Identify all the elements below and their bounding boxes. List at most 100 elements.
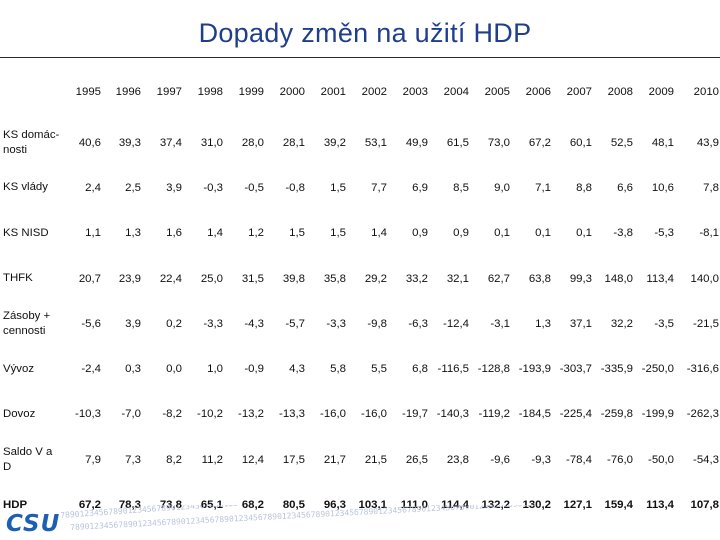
table-cell: 1,0	[207, 363, 223, 376]
table-cell: 159,4	[604, 499, 633, 512]
table-cell: 65,1	[200, 499, 223, 512]
table-cell: 6,6	[617, 181, 633, 194]
table-cell: 20,7	[78, 272, 101, 285]
table-cell: 113,4	[646, 272, 674, 285]
year-header: 2002	[361, 86, 387, 98]
table-row: Dovoz -10,3 -7,0 -8,2 -10,2 -13,2 -13,3 -16,0 -1…	[0, 392, 720, 437]
table-row: KS NISD 1,1 1,3 1,6 1,4 1,2 1,5 1,5 1,4 0,9 0,9 0,1…	[0, 211, 720, 256]
table-cell: 0,1	[535, 227, 551, 240]
table-cell: 26,5	[405, 453, 428, 466]
table-cell: 60,1	[569, 136, 592, 149]
table-row: KS vlády 2,4 2,5 3,9 -0,3 -0,5 -0,8 1,5 7,7 6,9 8,…	[0, 165, 720, 210]
table-cell: 11,2	[201, 453, 223, 466]
table-cell: -13,2	[238, 408, 264, 421]
table-cell: 67,2	[78, 499, 101, 512]
table-cell: 107,8	[690, 499, 719, 512]
table-cell: -3,5	[654, 317, 674, 330]
table-cell: -9,6	[490, 453, 510, 466]
table-cell: 2,4	[85, 181, 101, 194]
table-cell: 7,8	[703, 181, 719, 194]
table-cell: 113,4	[646, 499, 674, 512]
table-row: Zásoby + cennosti -5,6 3,9 0,2 -3,3 -4,3 -5,7 -…	[0, 301, 720, 346]
table-cell: 80,5	[282, 499, 305, 512]
table-cell: -3,3	[203, 317, 223, 330]
table-cell: -0,3	[203, 181, 223, 194]
table-cell: 7,1	[535, 181, 551, 194]
table-cell: -76,0	[607, 453, 633, 466]
row-label: KS vlády	[3, 181, 48, 194]
year-header: 2010	[693, 86, 719, 98]
table-cell: 0,1	[576, 227, 592, 240]
table-cell: 5,8	[330, 363, 346, 376]
table-cell: 1,5	[330, 181, 346, 194]
table-cell: -116,5	[437, 363, 469, 376]
year-header: 1996	[115, 86, 141, 98]
table-cell: 0,3	[125, 363, 141, 376]
row-label: Vývoz	[3, 362, 35, 375]
table-cell: -13,3	[279, 408, 305, 421]
table-cell: 67,2	[528, 136, 551, 149]
table-cell: 62,7	[487, 272, 510, 285]
year-header: 2000	[279, 86, 305, 98]
year-header: 1995	[75, 86, 101, 98]
table-cell: -259,8	[600, 408, 633, 421]
table-cell: -5,3	[654, 227, 674, 240]
year-header: 1998	[197, 86, 223, 98]
table-cell: 61,5	[446, 136, 469, 149]
table-cell: -54,3	[693, 453, 719, 466]
table-cell: 3,9	[166, 181, 182, 194]
table-cell: -303,7	[559, 363, 592, 376]
table-cell: 21,5	[364, 453, 387, 466]
table-cell: 32,1	[446, 272, 469, 285]
table-cell: 2,5	[125, 181, 141, 194]
table-cell: 4,3	[289, 363, 305, 376]
table-cell: 6,9	[412, 181, 428, 194]
row-label: Dovoz	[3, 407, 36, 420]
table-cell: 73,0	[487, 136, 510, 149]
table-cell: 52,5	[610, 136, 633, 149]
table-cell: 127,1	[563, 499, 592, 512]
year-header: 2008	[607, 86, 633, 98]
table-cell: -3,3	[326, 317, 346, 330]
table-cell: 130,2	[522, 499, 551, 512]
table-cell: 0,9	[453, 227, 469, 240]
row-label: HDP	[3, 498, 28, 511]
table-cell: -262,3	[686, 408, 719, 421]
table-cell: 48,1	[651, 136, 674, 149]
table-row: Saldo V a D 7,9 7,3 8,2 11,2 12,4 17,5 21,7 21,5…	[0, 437, 720, 482]
table-cell: 132,2	[481, 499, 510, 512]
table-cell: 148,0	[604, 272, 633, 285]
table-row: Vývoz -2,4 0,3 0,0 1,0 -0,9 4,3 5,8 5,5 6,8 -116,5…	[0, 346, 720, 391]
table-cell: -4,3	[244, 317, 264, 330]
table-cell: 7,9	[85, 453, 101, 466]
table-cell: -16,0	[361, 408, 387, 421]
table-cell: 1,2	[248, 227, 264, 240]
table-cell: 3,9	[125, 317, 141, 330]
table-row: THFK 20,7 23,9 22,4 25,0 31,5 39,8 35,8 29,2 33,2…	[0, 256, 720, 301]
table-cell: 39,8	[282, 272, 305, 285]
year-header: 2004	[443, 86, 469, 98]
csu-logo: CSU	[6, 511, 61, 537]
table-cell: 68,2	[241, 499, 264, 512]
table-cell: -12,4	[443, 317, 469, 330]
table-cell: 31,5	[241, 272, 264, 285]
table-cell: 0,0	[166, 363, 182, 376]
table-cell: -335,9	[600, 363, 633, 376]
table-cell: -128,8	[477, 363, 510, 376]
header-divider	[0, 57, 720, 58]
table-cell: 39,3	[118, 136, 141, 149]
table-cell: 49,9	[405, 136, 428, 149]
table-cell: 0,2	[166, 317, 182, 330]
table-cell: 10,6	[651, 181, 674, 194]
table-cell: -5,6	[81, 317, 101, 330]
row-label: Zásoby + cennosti	[3, 309, 51, 337]
table-cell: 78,3	[118, 499, 141, 512]
table-cell: -2,4	[81, 363, 101, 376]
table-cell: 32,2	[610, 317, 633, 330]
table-cell: 1,3	[125, 227, 141, 240]
table-cell: 21,7	[323, 453, 346, 466]
table-cell: 140,0	[690, 272, 719, 285]
table-cell: -119,2	[478, 408, 510, 421]
table-cell: -10,2	[197, 408, 223, 421]
table-cell: 103,1	[358, 499, 387, 512]
